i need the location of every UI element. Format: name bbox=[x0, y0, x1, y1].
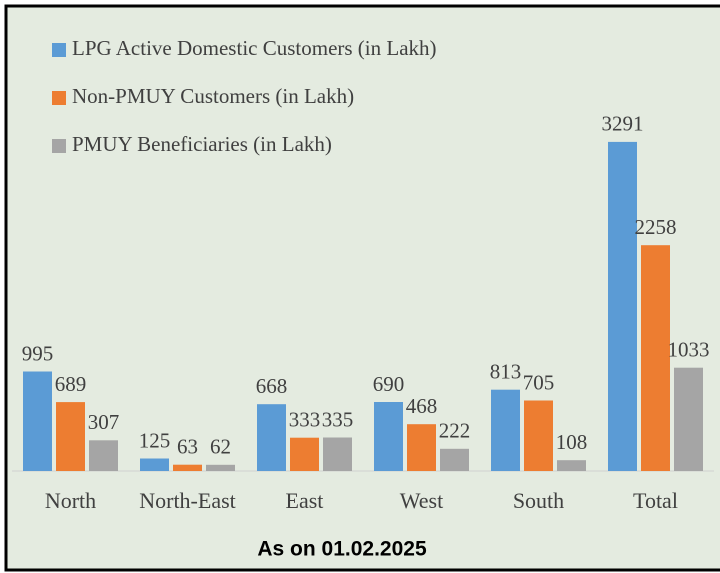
value-label: 690 bbox=[373, 372, 405, 396]
bar bbox=[290, 437, 319, 471]
value-label: 333 bbox=[289, 408, 321, 432]
x-tick-label: South bbox=[513, 488, 564, 513]
value-label: 995 bbox=[22, 341, 54, 365]
bar bbox=[524, 400, 553, 471]
value-label: 705 bbox=[523, 370, 555, 394]
bar bbox=[440, 448, 469, 471]
legend-label: Non-PMUY Customers (in Lakh) bbox=[72, 84, 354, 108]
bar bbox=[140, 458, 169, 471]
x-tick-label: North bbox=[45, 488, 96, 513]
x-tick-label: North-East bbox=[139, 488, 236, 513]
bar bbox=[674, 367, 703, 471]
bar bbox=[56, 402, 85, 471]
bar bbox=[557, 460, 586, 471]
value-label: 689 bbox=[55, 372, 87, 396]
value-label: 3291 bbox=[602, 112, 644, 136]
bar bbox=[206, 464, 235, 471]
value-label: 813 bbox=[490, 360, 522, 384]
x-tick-label: Total bbox=[633, 488, 678, 513]
value-label: 335 bbox=[322, 407, 354, 431]
value-label: 62 bbox=[210, 435, 231, 459]
bar bbox=[374, 402, 403, 471]
bar bbox=[491, 389, 520, 471]
value-label: 222 bbox=[439, 419, 471, 443]
value-label: 2258 bbox=[635, 215, 677, 239]
value-label: 63 bbox=[177, 435, 198, 459]
value-label: 468 bbox=[406, 394, 438, 418]
bar bbox=[173, 464, 202, 471]
value-label: 307 bbox=[88, 410, 120, 434]
footnote: As on 01.02.2025 bbox=[257, 538, 427, 561]
legend-swatch bbox=[52, 139, 66, 153]
value-label: 108 bbox=[556, 430, 588, 454]
x-tick-label: West bbox=[400, 488, 443, 513]
bar bbox=[257, 404, 286, 471]
chart-frame bbox=[4, 4, 720, 572]
legend-swatch bbox=[52, 43, 66, 57]
bar bbox=[23, 371, 52, 471]
legend-swatch bbox=[52, 91, 66, 105]
bar bbox=[608, 141, 637, 471]
bar bbox=[407, 424, 436, 471]
legend-label: LPG Active Domestic Customers (in Lakh) bbox=[72, 36, 437, 60]
value-label: 668 bbox=[256, 374, 288, 398]
x-tick-label: East bbox=[286, 488, 324, 513]
value-label: 125 bbox=[139, 428, 171, 452]
bar bbox=[323, 437, 352, 471]
legend-label: PMUY Beneficiaries (in Lakh) bbox=[72, 132, 332, 156]
value-label: 1033 bbox=[668, 338, 710, 362]
bar bbox=[89, 440, 118, 471]
bar bbox=[641, 245, 670, 471]
